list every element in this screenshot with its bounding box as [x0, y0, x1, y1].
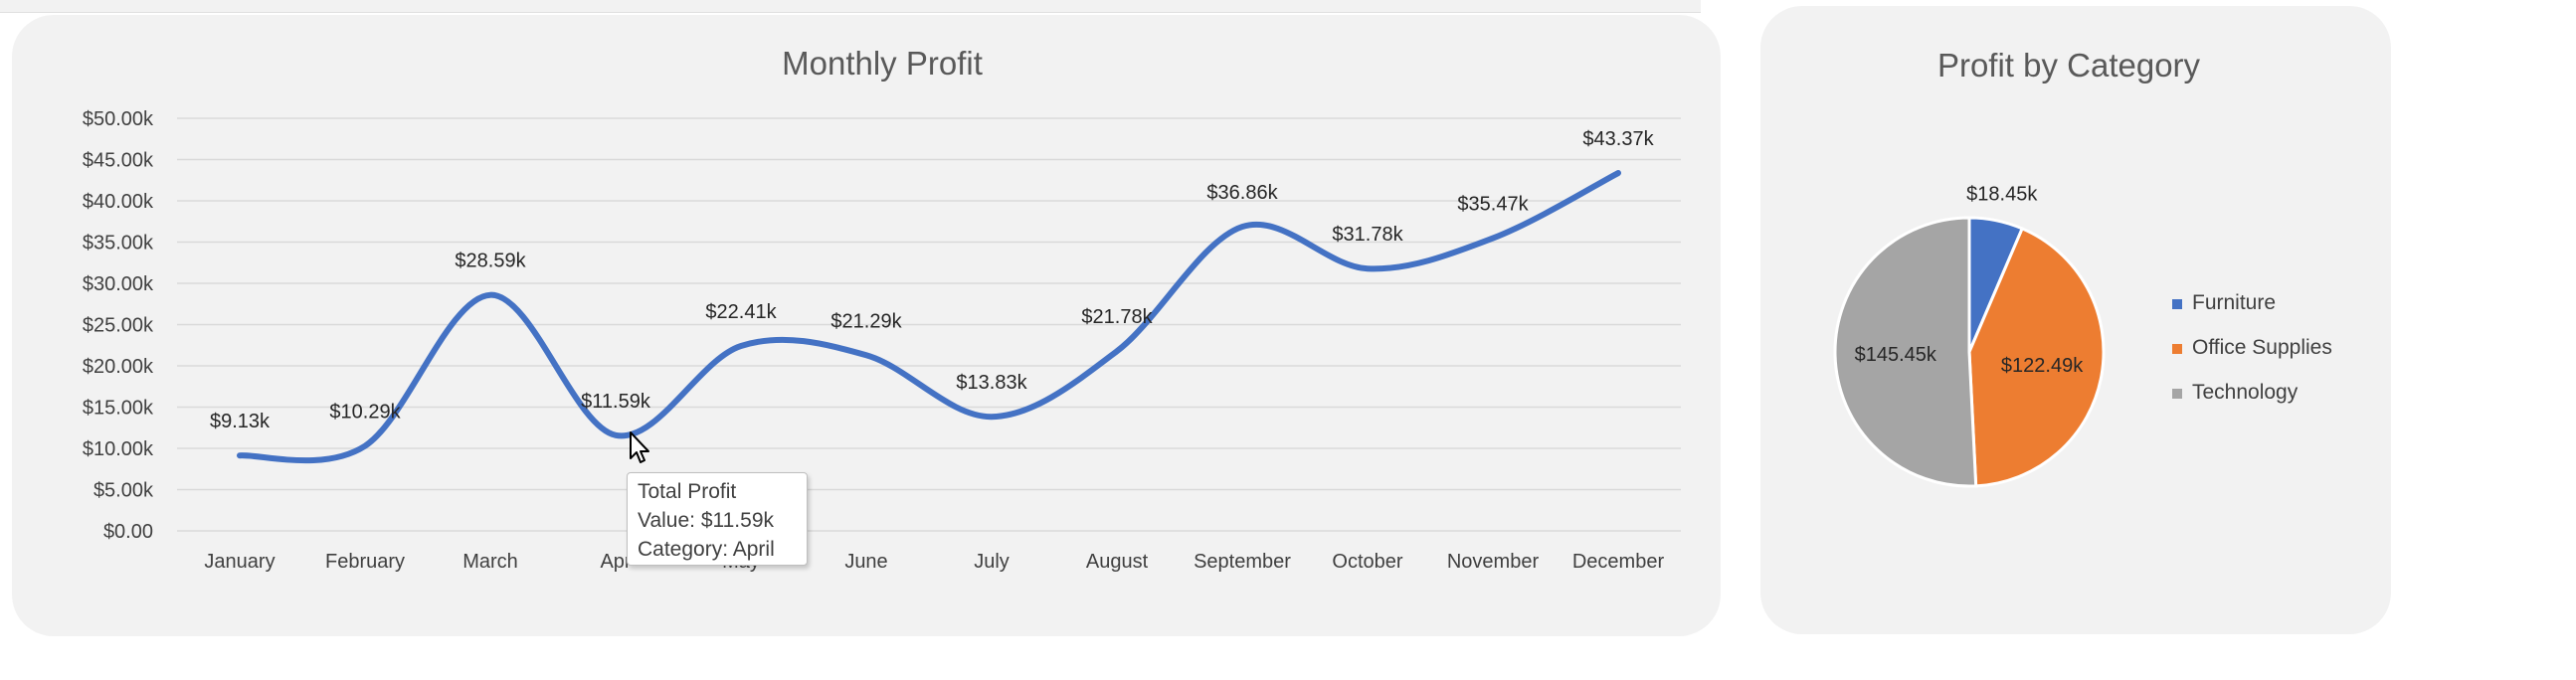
chart-title: Profit by Category	[1937, 47, 2201, 84]
data-label: $21.29k	[830, 310, 902, 332]
x-tick-label: Apr	[600, 551, 631, 573]
legend-item[interactable]: Furniture	[2172, 291, 2276, 314]
legend-label: Technology	[2192, 381, 2299, 404]
data-label: $28.59k	[455, 251, 526, 272]
data-label: $35.47k	[1457, 194, 1529, 216]
x-tick-label: February	[325, 551, 405, 573]
chart-title: Monthly Profit	[782, 45, 983, 82]
mouse-cursor-icon	[630, 431, 649, 463]
y-tick-label: $30.00k	[83, 273, 154, 295]
tooltip-category: Category: April	[638, 538, 775, 561]
profit-by-category-svg: Profit by Category $18.45k $122.49k $145.4…	[1833, 47, 2332, 488]
monthly-profit-svg: Monthly Profit $0.00 $5.00k $10.00k $15.00k…	[83, 45, 1681, 573]
data-label: $22.41k	[705, 301, 777, 323]
data-label: $10.29k	[329, 402, 401, 424]
legend-item[interactable]: Technology	[2172, 381, 2299, 404]
x-tick-label: January	[204, 551, 275, 573]
data-label: $21.78k	[1081, 306, 1153, 328]
pie-data-label: $18.45k	[1966, 183, 2038, 205]
y-tick-label: $25.00k	[83, 315, 154, 337]
pie-data-label: $145.45k	[1855, 344, 1937, 366]
pie-slice-technology[interactable]	[1833, 216, 1978, 488]
legend-label: Office Supplies	[2192, 336, 2332, 359]
x-tick-label: June	[844, 551, 887, 573]
x-tick-label: March	[462, 551, 518, 573]
y-tick-label: $20.00k	[83, 356, 154, 378]
tooltip-value: Value: $11.59k	[638, 509, 774, 532]
x-tick-label: August	[1086, 551, 1149, 573]
legend-item[interactable]: Office Supplies	[2172, 336, 2332, 359]
x-tick-label: July	[974, 551, 1010, 573]
pie-data-label: $122.49k	[2001, 355, 2084, 377]
y-tick-label: $15.00k	[83, 398, 154, 420]
y-tick-label: $10.00k	[83, 438, 154, 460]
x-tick-label: October	[1332, 551, 1402, 573]
x-tick-label: November	[1447, 551, 1540, 573]
x-tick-label: December	[1572, 551, 1665, 573]
data-label: $13.83k	[956, 372, 1027, 394]
legend-swatch	[2172, 299, 2182, 309]
y-tick-label: $45.00k	[83, 150, 154, 172]
data-label: $9.13k	[210, 411, 271, 432]
legend-swatch	[2172, 344, 2182, 354]
pie-slice-office-supplies[interactable]	[1967, 226, 2106, 488]
x-tick-label: September	[1194, 551, 1291, 573]
legend-label: Furniture	[2192, 291, 2276, 314]
data-point-tooltip: Total Profit Value: $11.59k Category: Ap…	[627, 472, 808, 566]
legend-swatch	[2172, 389, 2182, 399]
tooltip-title: Total Profit	[638, 480, 737, 503]
y-tick-label: $40.00k	[83, 191, 154, 213]
y-tick-label: $50.00k	[83, 108, 154, 130]
data-label: $36.86k	[1206, 182, 1278, 204]
y-tick-label: $5.00k	[93, 480, 154, 502]
profit-series-line[interactable]	[237, 170, 1621, 464]
data-label: $11.59k	[581, 391, 651, 413]
y-tick-label: $0.00	[103, 521, 153, 543]
y-tick-label: $35.00k	[83, 233, 154, 255]
data-label: $43.37k	[1582, 128, 1654, 150]
monthly-profit-chart[interactable]: Monthly Profit $0.00 $5.00k $10.00k $15.00k…	[12, 15, 1721, 636]
top-strip	[0, 0, 1701, 13]
profit-by-category-chart[interactable]: Profit by Category $18.45k $122.49k $145.4…	[1760, 6, 2391, 634]
data-label: $31.78k	[1332, 224, 1403, 246]
